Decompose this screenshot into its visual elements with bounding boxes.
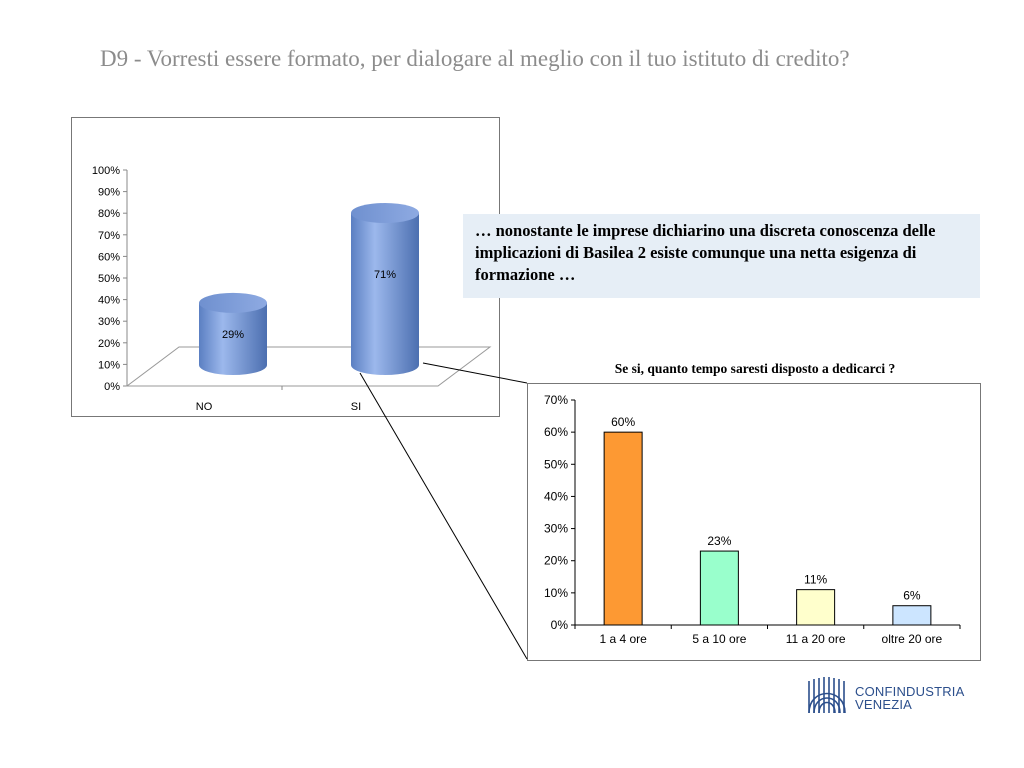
- data-label: 29%: [222, 329, 244, 341]
- connector-line-top: [422, 362, 528, 384]
- logo-icon: [808, 677, 846, 714]
- y-tick-label: 60%: [544, 425, 568, 439]
- logo-line-1: CONFINDUSTRIA: [855, 684, 965, 699]
- page-title: D9 - Vorresti essere formato, per dialog…: [100, 46, 850, 71]
- data-label: 60%: [611, 415, 635, 429]
- chart-time-title: Se si, quanto tempo saresti disposto a d…: [614, 361, 896, 376]
- y-tick-label: 0%: [551, 618, 569, 632]
- chart-time-availability: 0% 10% 20% 30% 40% 50% 60% 70% 60% 1 a 4 ore 23% 5 …: [527, 383, 981, 661]
- x-tick-label: SI: [351, 401, 361, 413]
- y-tick-label: 0%: [104, 381, 120, 393]
- x-tick-label: 5 a 10 ore: [692, 632, 746, 646]
- x-tick-label: 11 a 20 ore: [786, 632, 846, 646]
- cylinder-top: [199, 292, 267, 313]
- y-tick-label: 50%: [544, 457, 568, 471]
- y-tick-label: 60%: [98, 251, 120, 263]
- chart-time-availability-plot: 0% 10% 20% 30% 40% 50% 60% 70% 60% 1 a 4 ore 23% 5 …: [544, 393, 961, 646]
- chart-training-yes-no: 0% 10% 20% 30% 40% 50% 60% 70% 80% 90% 100% 29% NO 71…: [71, 117, 500, 417]
- x-tick-label: NO: [196, 401, 213, 413]
- connector-line-bottom: [359, 372, 528, 660]
- logo-line-2: VENEZIA: [855, 697, 913, 712]
- bar: [892, 605, 932, 626]
- chart-training-yes-no-plot: 0% 10% 20% 30% 40% 50% 60% 70% 80% 90% 100% 29% NO 71…: [92, 165, 492, 413]
- x-tick-label: oltre 20 ore: [882, 632, 943, 646]
- data-label: 23%: [707, 534, 731, 548]
- cylinder-body: [351, 213, 419, 375]
- bar: [796, 589, 836, 626]
- bar: [699, 550, 739, 626]
- y-tick-label: 40%: [544, 489, 568, 503]
- y-tick-label: 70%: [98, 230, 120, 242]
- y-tick-label: 90%: [98, 187, 120, 199]
- y-tick-label: 10%: [544, 586, 568, 600]
- data-label: 11%: [804, 573, 827, 587]
- bar-no: [199, 292, 267, 375]
- chart-floor: [125, 346, 492, 387]
- y-tick-label: 20%: [98, 338, 120, 350]
- y-tick-label: 70%: [544, 393, 568, 407]
- bar: [603, 431, 643, 626]
- data-label: 6%: [903, 589, 921, 603]
- y-tick-label: 20%: [544, 554, 568, 568]
- y-tick-label: 30%: [98, 316, 120, 328]
- y-tick-label: 50%: [98, 273, 120, 285]
- data-label: 71%: [374, 269, 396, 281]
- x-tick-label: 1 a 4 ore: [599, 632, 647, 646]
- cylinder-top: [351, 203, 419, 223]
- y-tick-label: 30%: [544, 522, 568, 536]
- callout-note: … nonostante le imprese dichiarino una d…: [463, 214, 980, 298]
- logo-text: CONFINDUSTRIA VENEZIA: [855, 685, 965, 711]
- y-tick-label: 40%: [98, 295, 120, 307]
- confindustria-logo: CONFINDUSTRIA VENEZIA: [805, 673, 1005, 717]
- y-tick-label: 80%: [98, 208, 120, 220]
- cylinder-body: [199, 302, 267, 375]
- bar-si: [351, 203, 419, 375]
- y-tick-label: 100%: [92, 165, 120, 177]
- y-tick-label: 10%: [98, 359, 120, 371]
